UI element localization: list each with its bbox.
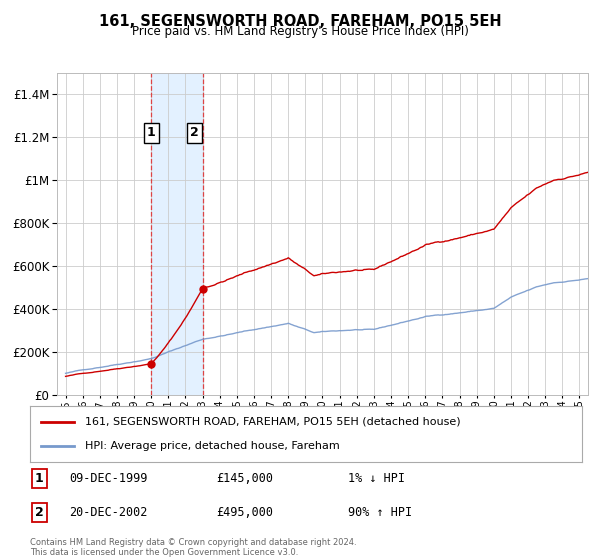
Text: 161, SEGENSWORTH ROAD, FAREHAM, PO15 5EH: 161, SEGENSWORTH ROAD, FAREHAM, PO15 5EH	[98, 14, 502, 29]
Text: Price paid vs. HM Land Registry's House Price Index (HPI): Price paid vs. HM Land Registry's House …	[131, 25, 469, 38]
Text: 2: 2	[35, 506, 43, 519]
Text: HPI: Average price, detached house, Fareham: HPI: Average price, detached house, Fare…	[85, 441, 340, 451]
Text: Contains HM Land Registry data © Crown copyright and database right 2024.
This d: Contains HM Land Registry data © Crown c…	[30, 538, 356, 557]
Text: 20-DEC-2002: 20-DEC-2002	[69, 506, 148, 519]
Text: £495,000: £495,000	[216, 506, 273, 519]
Text: 1: 1	[35, 472, 43, 486]
Text: 1: 1	[147, 127, 155, 139]
Text: 90% ↑ HPI: 90% ↑ HPI	[348, 506, 412, 519]
Text: 161, SEGENSWORTH ROAD, FAREHAM, PO15 5EH (detached house): 161, SEGENSWORTH ROAD, FAREHAM, PO15 5EH…	[85, 417, 461, 427]
Text: 2: 2	[190, 127, 199, 139]
Text: 09-DEC-1999: 09-DEC-1999	[69, 472, 148, 486]
Text: 1% ↓ HPI: 1% ↓ HPI	[348, 472, 405, 486]
Bar	[151, 73, 203, 395]
Text: £145,000: £145,000	[216, 472, 273, 486]
